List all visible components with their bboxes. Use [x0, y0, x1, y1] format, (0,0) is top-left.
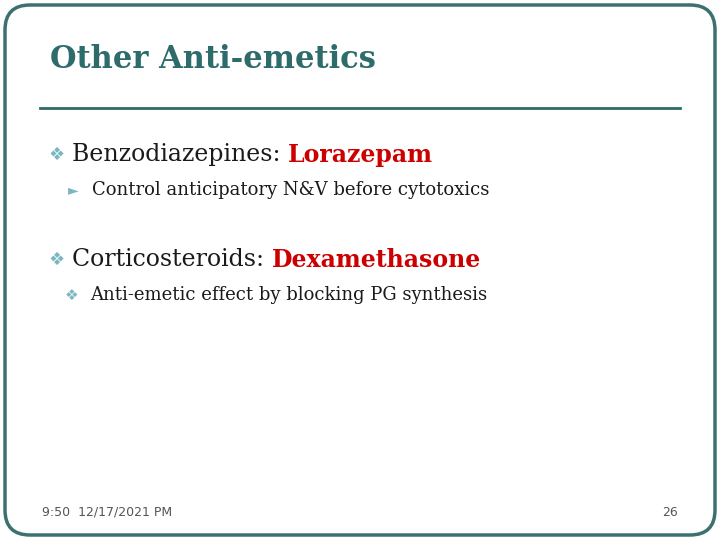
Text: Benzodiazepines:: Benzodiazepines: — [72, 144, 288, 166]
Text: ►: ► — [68, 183, 78, 197]
Text: Dexamethasone: Dexamethasone — [271, 248, 481, 272]
Text: Control anticipatory N&V before cytotoxics: Control anticipatory N&V before cytotoxi… — [92, 181, 490, 199]
Text: Corticosteroids:: Corticosteroids: — [72, 248, 271, 272]
Text: Anti-emetic effect by blocking PG synthesis: Anti-emetic effect by blocking PG synthe… — [90, 286, 487, 304]
Text: 9:50  12/17/2021 PM: 9:50 12/17/2021 PM — [42, 505, 172, 518]
Text: Lorazepam: Lorazepam — [288, 143, 433, 167]
Text: Other Anti-emetics: Other Anti-emetics — [50, 44, 376, 75]
Text: ❖: ❖ — [48, 251, 64, 269]
FancyBboxPatch shape — [5, 5, 715, 535]
Text: ❖: ❖ — [65, 287, 78, 302]
Text: ❖: ❖ — [48, 146, 64, 164]
Text: 26: 26 — [662, 505, 678, 518]
